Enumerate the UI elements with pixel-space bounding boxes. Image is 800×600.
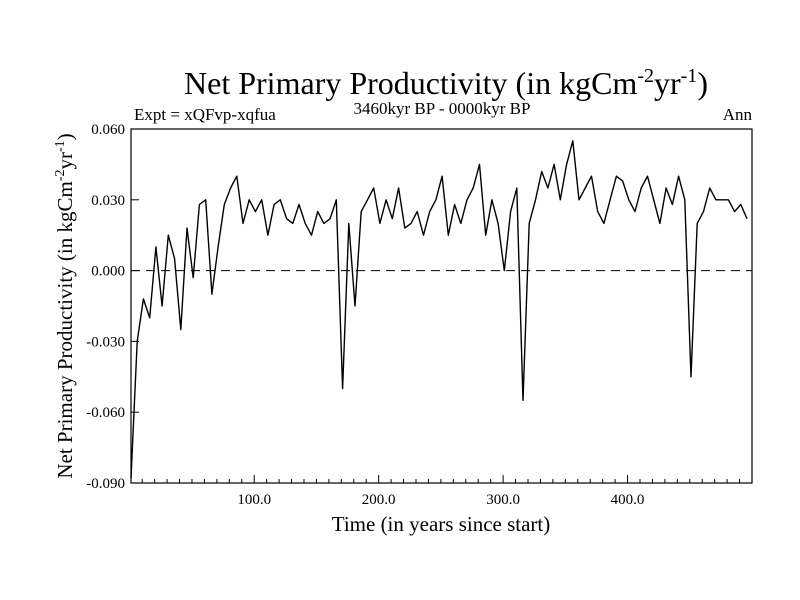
- y-tick-label: -0.060: [86, 405, 125, 421]
- plot-frame: [130, 128, 753, 484]
- x-tick-label: 300.0: [486, 492, 520, 508]
- x-tick-label: 400.0: [611, 492, 645, 508]
- y-axis-label: Net Primary Productivity (in kgCm-2yr-1): [53, 133, 77, 478]
- chart-title: Net Primary Productivity (in kgCm-2yr-1): [184, 65, 708, 101]
- experiment-label: Expt = xQFvp-xqfua: [134, 105, 276, 124]
- y-tick-label: 0.060: [91, 122, 125, 138]
- period-label: 3460kyr BP - 0000kyr BP: [354, 99, 531, 118]
- y-tick-label: 0.030: [91, 193, 125, 209]
- x-tick-label: 100.0: [237, 492, 271, 508]
- x-axis-label: Time (in years since start): [332, 512, 551, 536]
- y-axis-ticks: 0.060 0.030 0.000 -0.030 -0.060 -0.090: [86, 122, 139, 492]
- x-axis-ticks: 100.0 200.0 300.0 400.0: [141, 475, 741, 508]
- x-tick-label: 200.0: [362, 492, 396, 508]
- season-label: Ann: [723, 105, 753, 124]
- y-tick-label: -0.090: [86, 476, 125, 492]
- npp-series-line: [130, 140, 748, 479]
- y-tick-label: -0.030: [86, 334, 125, 350]
- y-tick-label: 0.000: [91, 264, 125, 280]
